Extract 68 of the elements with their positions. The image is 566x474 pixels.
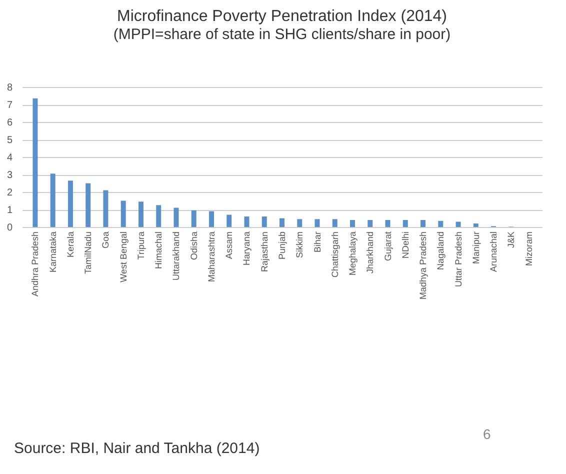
- y-tick-label: 7: [6, 100, 13, 111]
- bar: [385, 220, 390, 227]
- x-tick-label: TamilNadu: [83, 232, 94, 274]
- bar: [473, 224, 478, 227]
- x-tick-label: NDelhi: [400, 232, 410, 259]
- x-tick-label: Karnataka: [48, 232, 58, 273]
- bar: [297, 219, 302, 227]
- bar: [86, 183, 91, 227]
- chart-title: Microfinance Poverty Penetration Index (2014): [117, 8, 447, 25]
- text: 6: [483, 426, 491, 442]
- y-tick-label: 8: [6, 82, 13, 94]
- y-tick-label: 5: [6, 135, 13, 146]
- source-note: Source: RBI, Nair and Tankha (2014): [14, 440, 260, 457]
- x-tick-label: Goa: [100, 232, 111, 249]
- x-tick-label: Haryana: [242, 232, 252, 266]
- bar: [332, 219, 338, 227]
- x-tick-label: Kerala: [65, 232, 76, 258]
- chart-subtitle: (MPPI=share of state in SHG clients/share in poor): [113, 26, 451, 43]
- x-tick-label: Uttarakhand: [171, 232, 182, 281]
- x-tick-label: Gujarat: [382, 231, 393, 262]
- bar: [138, 202, 144, 227]
- x-tick-label: Chattisgarh: [330, 232, 340, 278]
- bar: [368, 220, 373, 227]
- x-tick-label: Madhya Pradesh: [418, 232, 428, 300]
- x-tick-label: Assam: [224, 232, 234, 260]
- bar: [456, 222, 461, 227]
- x-tick-label: Punjab: [277, 232, 287, 260]
- bar: [191, 210, 196, 227]
- x-tick-label: Uttar Pradesh: [453, 232, 464, 288]
- x-tick-label: Rajasthan: [259, 232, 270, 272]
- bar: [350, 220, 356, 227]
- x-tick-label: Mizoram: [524, 232, 534, 266]
- x-tick-label: J&K: [506, 232, 516, 248]
- x-tick-label: West Bengal: [118, 232, 128, 282]
- x-tick-label: Jharkhand: [365, 232, 376, 274]
- x-tick-label: Himachal: [154, 232, 164, 270]
- bar: [420, 220, 426, 227]
- x-tick-label: Tripura: [136, 232, 146, 260]
- y-tick-label: 1: [6, 205, 13, 216]
- x-tick-label: Sikkim: [294, 232, 305, 258]
- bar: [208, 211, 214, 227]
- x-tick-label: Maharashtra: [206, 232, 216, 282]
- bar: [438, 220, 444, 227]
- x-tick-label: Arunachal: [488, 232, 499, 272]
- bar: [244, 216, 250, 227]
- y-tick-label: 4: [6, 152, 13, 164]
- x-tick-label: Odisha: [188, 232, 199, 260]
- bar: [314, 219, 320, 227]
- x-tick-label: Nagaland: [436, 232, 446, 270]
- y-tick-label: 6: [6, 118, 13, 128]
- bar: [156, 205, 162, 227]
- bar: [262, 216, 267, 227]
- bar: [32, 98, 38, 227]
- x-tick-label: Manipur: [470, 232, 481, 264]
- bar: [50, 174, 56, 227]
- x-tick-label: Meghalaya: [348, 232, 358, 276]
- bar: [280, 218, 284, 227]
- bar: [226, 214, 232, 227]
- y-tick-label: 2: [6, 188, 13, 198]
- bar: [402, 220, 408, 227]
- x-tick-label: Bihar: [312, 232, 322, 253]
- x-tick-label: Andhra Pradesh: [30, 232, 40, 297]
- bar: [120, 200, 126, 227]
- bar: [103, 190, 108, 227]
- y-tick-label: 3: [6, 170, 13, 181]
- bar: [174, 208, 179, 227]
- y-tick-label: 0: [6, 222, 13, 234]
- bar: [68, 180, 73, 227]
